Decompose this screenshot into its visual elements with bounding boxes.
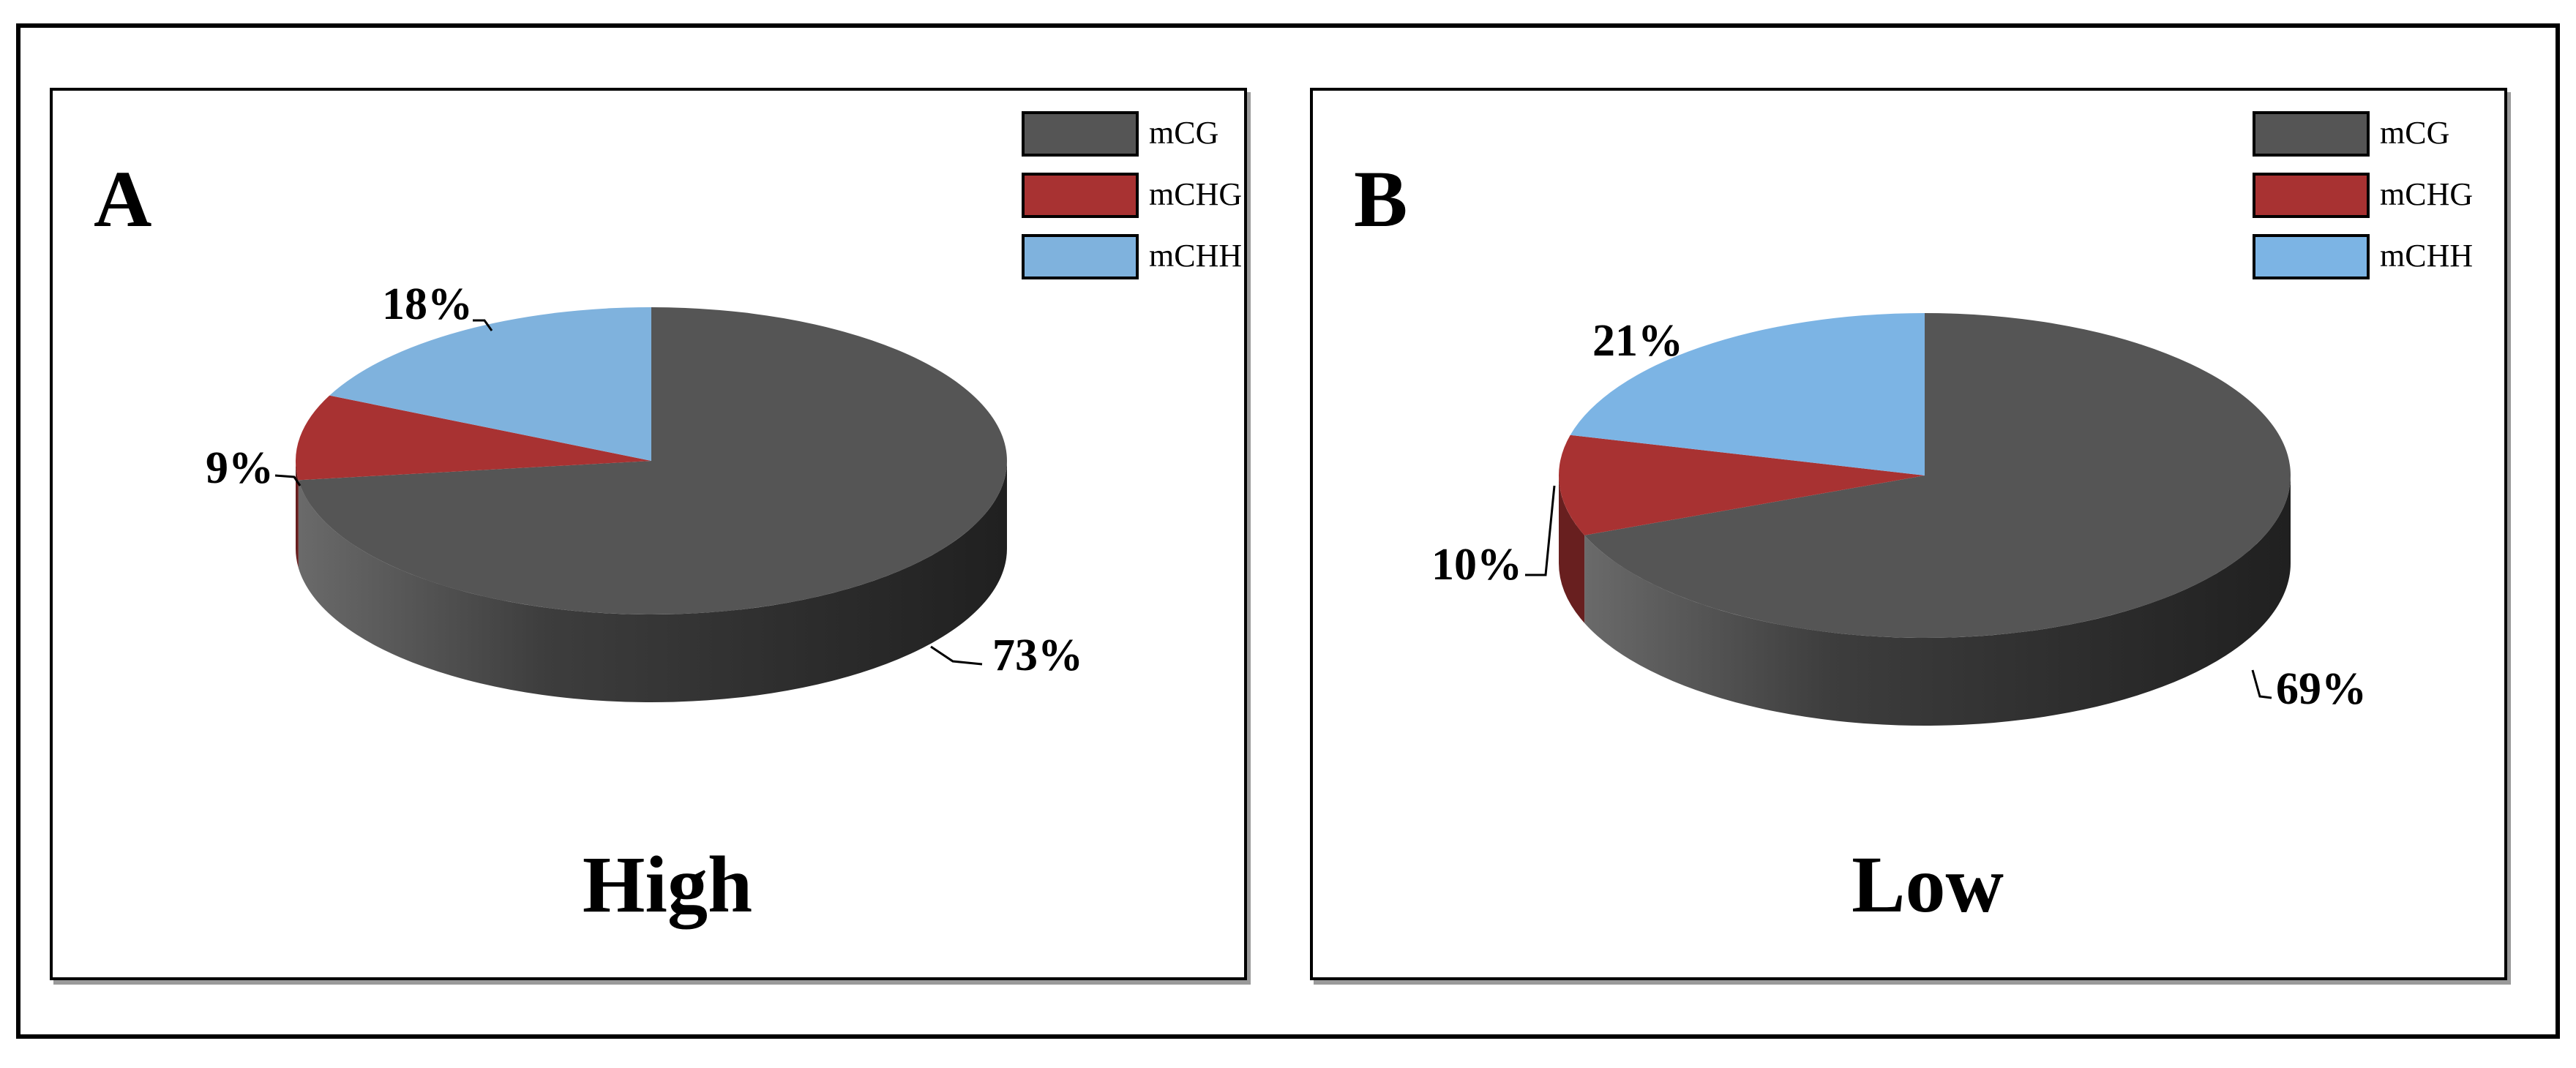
leader-line [930, 645, 983, 666]
data-label-mchg: 9% [206, 443, 274, 493]
slice-side-mcg [298, 461, 1007, 702]
legend-label-mchh: mCHH [2380, 238, 2473, 274]
slice-mchg [1559, 435, 1925, 535]
panel-letter: B [1354, 154, 1407, 244]
slice-mcg [1584, 313, 2291, 638]
leader-line [274, 474, 302, 486]
legend-swatch-mcg [2253, 111, 2370, 157]
leader-line [1525, 485, 1556, 576]
legend-label-mchh: mCHH [1149, 238, 1242, 274]
legend-swatch-mcg [1022, 111, 1139, 157]
data-label-mcg: 73% [992, 631, 1083, 680]
panel-b: 69% 10% 21% B Low mCG mCHG mCHH [1310, 88, 2507, 980]
data-label-mchh: 18% [382, 279, 473, 329]
data-label-mcg: 69% [2276, 664, 2367, 714]
pie-chart-low: 69% 10% 21% B Low mCG mCHG mCHH [1354, 111, 2473, 929]
slice-mchh [1570, 313, 1925, 475]
data-label-mchh: 21% [1592, 316, 1683, 366]
slice-mchh [329, 307, 651, 461]
slice-mchg [295, 395, 651, 481]
panel-letter: A [94, 154, 151, 244]
figure-frame [16, 23, 2560, 1039]
legend-label-mcg: mCG [1149, 115, 1218, 151]
legend-swatch-mchh [2253, 234, 2370, 279]
slice-side-mcg [1584, 475, 2291, 726]
slice-side-mchg [296, 461, 299, 568]
legend-label-mchg: mCHG [2380, 176, 2473, 212]
data-label-mchg: 10% [1431, 540, 1522, 590]
leader-line [473, 319, 493, 331]
leader-line [2251, 669, 2272, 699]
pie-chart-high: 73% 9% 18% A High mCG mCHG mCHH [94, 111, 1242, 929]
legend-label-mcg: mCG [2380, 115, 2449, 151]
legend-label-mchg: mCHG [1149, 176, 1242, 212]
legend-swatch-mchg [2253, 173, 2370, 218]
chart-title: High [583, 840, 752, 929]
slice-side-mchg [1559, 475, 1585, 623]
panel-a: 73% 9% 18% A High mCG mCHG mCHH [50, 88, 1247, 980]
chart-title: Low [1852, 840, 2004, 929]
slice-mcg [298, 307, 1007, 615]
legend-swatch-mchg [1022, 173, 1139, 218]
legend-swatch-mchh [1022, 234, 1139, 279]
